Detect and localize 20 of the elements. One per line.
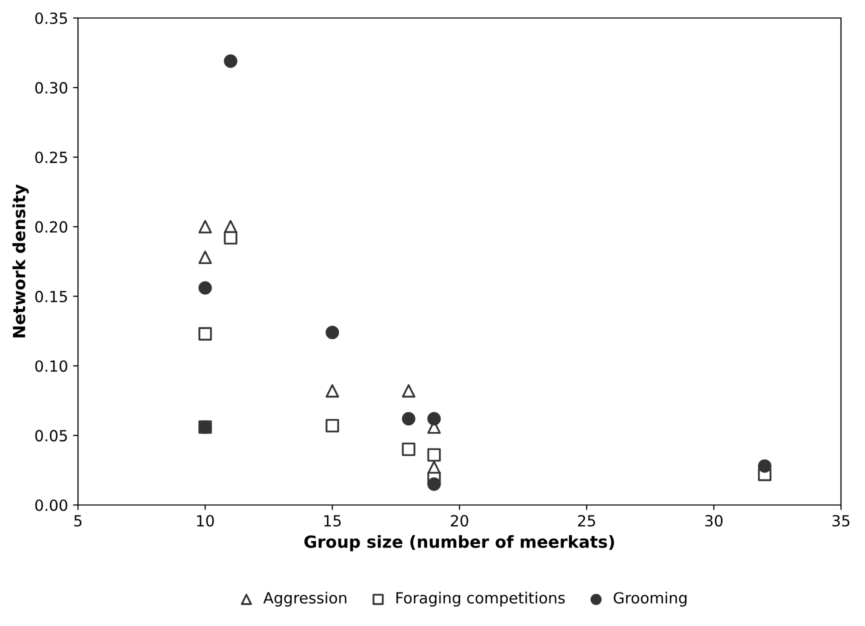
y-tick-label: 0.00 [35, 499, 68, 512]
x-tick-label: 15 [324, 515, 341, 527]
y-axis-title: Network density [12, 184, 29, 338]
legend-label: Foraging competitions [396, 592, 565, 607]
x-tick-label: 25 [578, 514, 596, 527]
y-tick-label: 0.35 [35, 12, 67, 24]
legend-label: Grooming [614, 592, 686, 607]
x-tick-label: 5 [74, 515, 82, 527]
y-tick-label: 0.15 [35, 290, 67, 302]
y-tick-label: 0.30 [35, 82, 68, 94]
x-tick-label: 30 [705, 514, 723, 527]
y-tick-label: 0.25 [35, 152, 67, 164]
y-tick-label: 0.10 [35, 360, 68, 372]
legend-label: Aggression [263, 592, 346, 607]
x-tick-label: 35 [832, 514, 850, 527]
x-axis-title: Group size (number of meerkats) [304, 535, 614, 552]
x-tick-label: 20 [450, 514, 468, 527]
y-tick-label: 0.20 [35, 221, 68, 233]
y-tick-label: 0.05 [35, 430, 67, 442]
x-tick-label: 10 [197, 514, 214, 527]
